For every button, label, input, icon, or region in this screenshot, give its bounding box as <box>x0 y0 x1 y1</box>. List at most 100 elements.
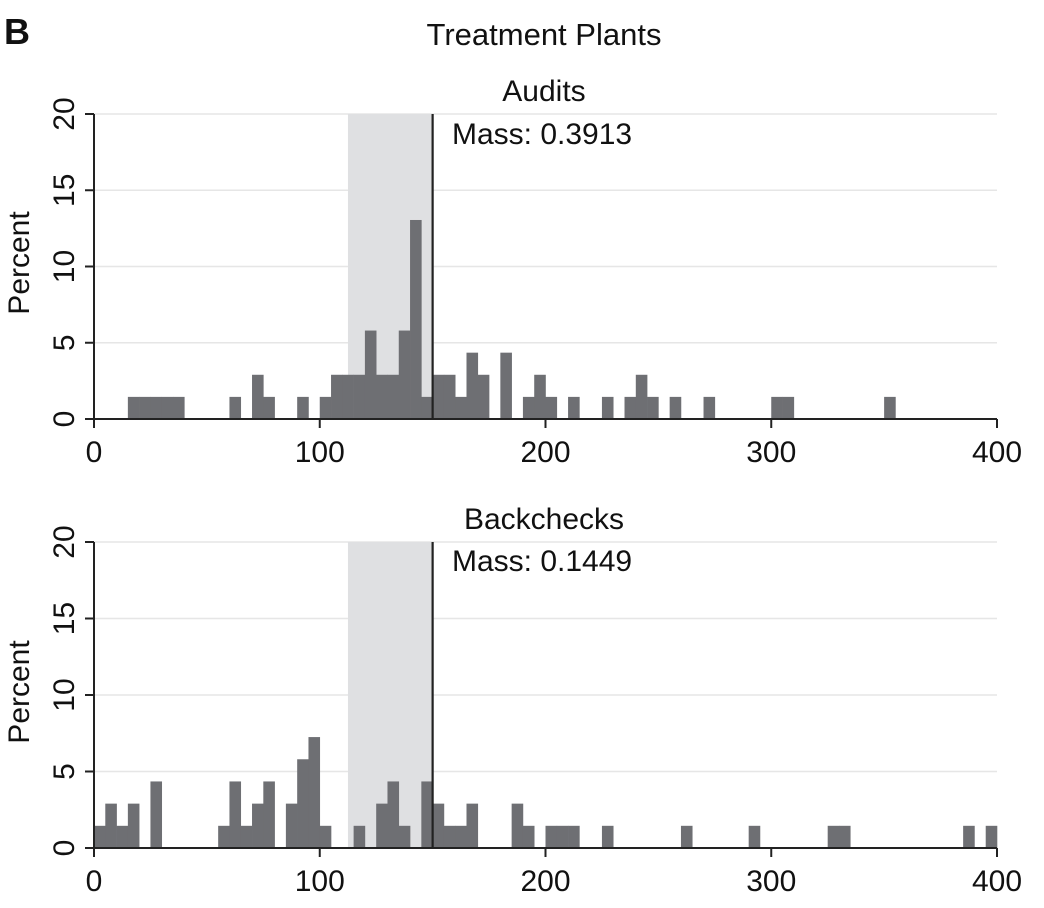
backchecks-y-tick-label: 15 <box>48 602 81 635</box>
backchecks-y-axis-label: Percent <box>3 640 36 744</box>
audits-histogram-bar <box>568 396 580 419</box>
audits-histogram-bar <box>534 374 546 419</box>
backchecks-histogram-bar <box>240 825 253 848</box>
audits-histogram-bar <box>410 219 422 419</box>
backchecks-histogram-bar <box>285 803 298 848</box>
audits-histogram-bar <box>703 396 716 419</box>
audits-histogram-bar <box>387 374 400 419</box>
audits-mass-annotation: Mass: 0.3913 <box>452 118 632 151</box>
backchecks-histogram-bar <box>319 825 332 848</box>
backchecks-histogram-bar <box>466 803 479 848</box>
backchecks-histogram-bar <box>229 781 242 848</box>
audits-histogram-bar <box>150 396 163 419</box>
backchecks-histogram-bar <box>353 825 366 848</box>
audits-histogram-bar <box>297 396 309 419</box>
backchecks-title: Backchecks <box>464 503 624 536</box>
backchecks-histogram-bar <box>263 781 275 848</box>
backchecks-histogram-bar <box>150 781 163 848</box>
audits-histogram-bar <box>364 330 377 419</box>
backchecks-mass-annotation: Mass: 0.1449 <box>452 545 632 578</box>
backchecks-x-tick-label: 300 <box>746 865 796 898</box>
backchecks-histogram-bar <box>545 825 558 848</box>
backchecks-histogram-bar <box>838 825 851 848</box>
backchecks-histogram-bar <box>443 825 456 848</box>
audits-histogram-bar <box>782 396 795 419</box>
backchecks-histogram-bar <box>511 803 524 848</box>
backchecks-histogram-bar <box>455 825 467 848</box>
audits-x-tick-label: 300 <box>746 436 796 469</box>
backchecks-x-tick-label: 400 <box>972 865 1022 898</box>
backchecks-histogram-bar <box>421 781 433 848</box>
backchecks-histogram-bar <box>827 825 840 848</box>
audits-histogram-bar <box>477 374 490 419</box>
backchecks-histogram-bar <box>985 825 998 848</box>
audits-y-tick-label: 0 <box>48 411 81 428</box>
backchecks-histogram-bar <box>252 803 264 848</box>
audits-histogram-bar <box>771 396 783 419</box>
audits-y-tick-label: 5 <box>48 334 81 351</box>
audits-histogram-bar <box>127 396 140 419</box>
backchecks-histogram-bar <box>963 825 975 848</box>
backchecks-y-tick-label: 20 <box>48 525 81 558</box>
backchecks-histogram-bar <box>387 781 400 848</box>
audits-histogram-bar <box>443 374 456 419</box>
audits-histogram-bar <box>319 396 332 419</box>
audits-y-axis-label: Percent <box>3 211 36 315</box>
audits-x-tick-label: 100 <box>295 436 345 469</box>
figure-title: Treatment Plants <box>427 17 662 52</box>
backchecks-y-tick-label: 5 <box>48 763 81 780</box>
audits-histogram-bar <box>342 374 354 419</box>
audits-histogram-bar <box>669 396 682 419</box>
panel-letter: B <box>4 11 30 52</box>
audits-y-tick-label: 15 <box>48 174 81 207</box>
audits-histogram-bar <box>252 374 264 419</box>
audits-histogram-bar <box>432 374 445 419</box>
backchecks-y-tick-label: 10 <box>48 678 81 711</box>
backchecks-histogram-bar <box>297 759 309 848</box>
audits-x-tick-label: 400 <box>972 436 1022 469</box>
backchecks-histogram-bar <box>748 825 761 848</box>
audits-histogram-bar <box>263 396 275 419</box>
audits-y-tick-label: 20 <box>48 97 81 130</box>
backchecks-histogram-bar <box>568 825 580 848</box>
backchecks-histogram-bar <box>116 825 129 848</box>
backchecks-histogram-bar <box>432 803 445 848</box>
audits-histogram-bar <box>139 396 151 419</box>
audits-histogram-bar <box>500 352 512 419</box>
backchecks-histogram-bar <box>218 825 230 848</box>
backchecks-histogram-bar <box>376 803 388 848</box>
backchecks-histogram-bar <box>94 825 106 848</box>
audits-histogram-bar <box>398 330 411 419</box>
audits-x-tick-label: 0 <box>86 436 103 469</box>
backchecks-x-tick-label: 100 <box>295 865 345 898</box>
audits-histogram-bar <box>884 396 896 419</box>
audits-histogram-bar <box>353 374 366 419</box>
backchecks-histogram-bar <box>556 825 569 848</box>
backchecks-y-tick-label: 0 <box>48 840 81 857</box>
audits-histogram-bar <box>624 396 637 419</box>
backchecks-x-tick-label: 200 <box>520 865 570 898</box>
audits-x-tick-label: 200 <box>520 436 570 469</box>
backchecks-x-tick-label: 0 <box>86 865 103 898</box>
audits-histogram-bar <box>647 396 659 419</box>
backchecks-histogram-bar <box>522 825 535 848</box>
audits-histogram-bar <box>331 374 343 419</box>
audits-histogram-bar <box>173 396 185 419</box>
audits-histogram-bar <box>421 396 433 419</box>
backchecks-histogram-bar <box>105 803 117 848</box>
backchecks-histogram-bar <box>308 737 321 848</box>
backchecks-histogram-bar <box>601 825 614 848</box>
audits-title: Audits <box>502 75 585 108</box>
audits-histogram-bar <box>601 396 614 419</box>
backchecks-histogram-bar <box>127 803 140 848</box>
audits-histogram-bar <box>161 396 174 419</box>
audits-histogram-bar <box>376 374 388 419</box>
audits-histogram-bar <box>466 352 479 419</box>
audits-histogram-bar <box>635 374 648 419</box>
audits-histogram-bar <box>522 396 535 419</box>
